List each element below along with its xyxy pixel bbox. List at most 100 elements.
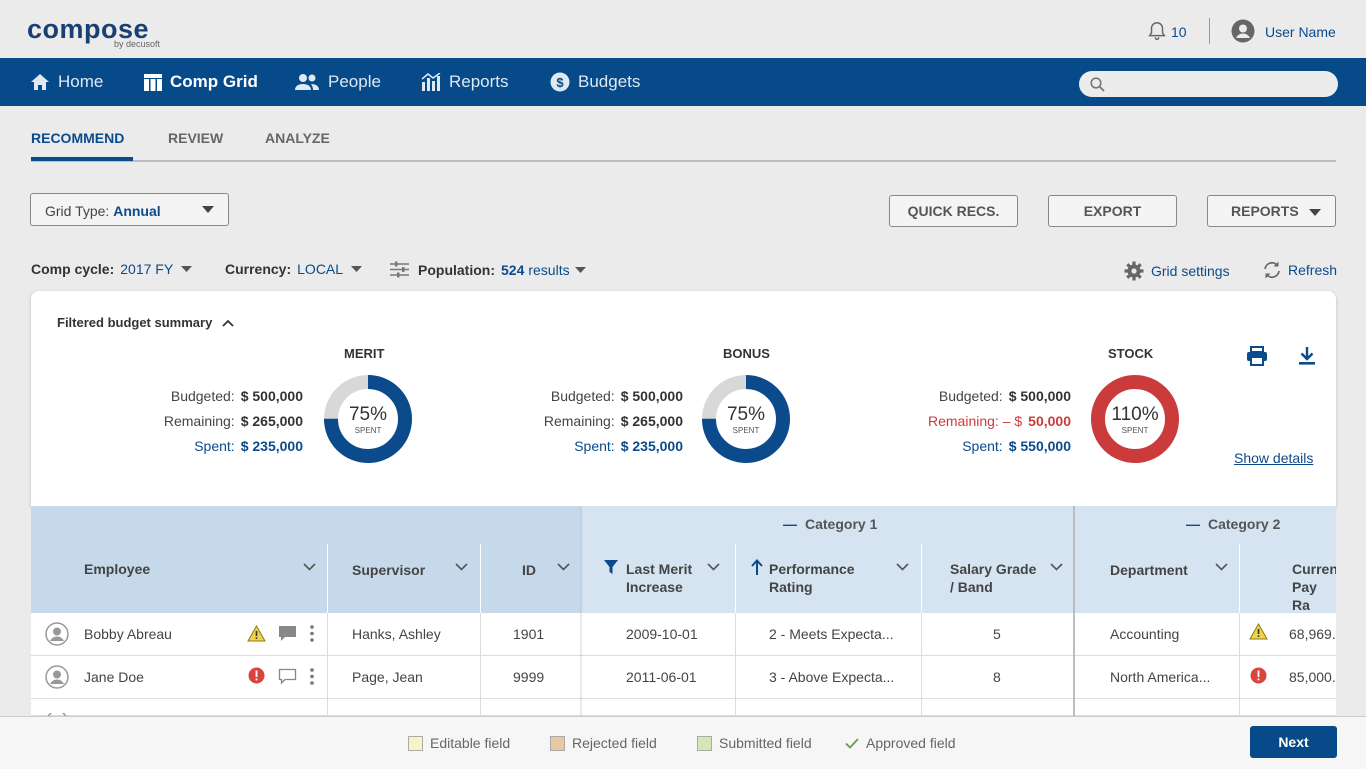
chevron-down-icon bbox=[896, 563, 909, 571]
collapse-icon: — bbox=[1186, 516, 1200, 532]
category-separator bbox=[1073, 506, 1075, 716]
nav-reports[interactable]: Reports bbox=[421, 58, 509, 106]
more-menu-icon[interactable] bbox=[310, 668, 314, 690]
nav-comp-grid[interactable]: Comp Grid bbox=[144, 58, 258, 106]
department-cell: Accounting bbox=[1110, 626, 1180, 642]
avatar-icon[interactable] bbox=[1231, 19, 1255, 48]
chevron-down-icon bbox=[1215, 563, 1228, 571]
col-performance-label-2: Rating bbox=[769, 579, 813, 595]
currency-select[interactable]: Currency: LOCAL bbox=[225, 261, 363, 277]
tab-divider bbox=[31, 160, 1336, 162]
error-icon[interactable] bbox=[1250, 667, 1267, 689]
comp-cycle-select[interactable]: Comp cycle: 2017 FY bbox=[31, 261, 193, 277]
legend-rejected-label: Rejected field bbox=[572, 735, 657, 751]
svg-text:$: $ bbox=[556, 75, 564, 90]
top-bar bbox=[0, 0, 1366, 58]
frozen-category-header bbox=[31, 506, 580, 544]
search-input[interactable] bbox=[1079, 71, 1338, 97]
bonus-spent: Spent: $ 235,000 bbox=[574, 438, 683, 454]
col-salary-grade-label-2: / Band bbox=[950, 579, 993, 595]
search-icon bbox=[1090, 77, 1105, 92]
comment-filled-icon[interactable] bbox=[278, 625, 297, 647]
table-row[interactable] bbox=[31, 613, 1336, 656]
caret-down-icon bbox=[574, 266, 586, 273]
grid-type-value: Annual bbox=[113, 203, 161, 219]
refresh-button[interactable]: Refresh bbox=[1262, 261, 1337, 279]
nav-people[interactable]: People bbox=[294, 58, 381, 106]
notification-count[interactable]: 10 bbox=[1171, 24, 1187, 40]
merit-spent: Spent: $ 235,000 bbox=[194, 438, 303, 454]
avatar-icon bbox=[45, 622, 69, 651]
tab-review[interactable]: REVIEW bbox=[168, 130, 224, 146]
col-performance[interactable]: Performance Rating bbox=[735, 544, 921, 613]
legend-rejected: Rejected field bbox=[550, 735, 657, 751]
category-1-toggle[interactable]: — Category 1 bbox=[783, 516, 877, 532]
department-cell: North America... bbox=[1110, 669, 1211, 685]
pay-cell[interactable]: 68,969. bbox=[1289, 626, 1336, 642]
column-divider bbox=[921, 613, 922, 716]
col-last-merit[interactable]: Last Merit Increase bbox=[583, 544, 735, 613]
legend-swatch bbox=[550, 735, 565, 751]
show-details-link[interactable]: Show details bbox=[1234, 450, 1314, 466]
grid-type-select[interactable]: Grid Type: Annual bbox=[30, 193, 229, 226]
export-button[interactable]: EXPORT bbox=[1048, 195, 1177, 227]
grid-settings-button[interactable]: Grid settings bbox=[1124, 261, 1230, 281]
table-row[interactable] bbox=[31, 656, 1336, 699]
col-department-label: Department bbox=[1110, 562, 1188, 578]
pay-cell[interactable]: 85,000. bbox=[1289, 669, 1336, 685]
quick-recs-button[interactable]: QUICK RECS. bbox=[889, 195, 1018, 227]
grade-cell: 8 bbox=[993, 669, 1001, 685]
population-select[interactable]: Population: 524 results bbox=[390, 261, 586, 278]
print-icon[interactable] bbox=[1246, 346, 1268, 371]
comment-icon[interactable] bbox=[278, 668, 297, 690]
more-menu-icon[interactable] bbox=[310, 625, 314, 647]
table-row[interactable] bbox=[31, 699, 1336, 716]
col-department[interactable]: Department bbox=[1075, 544, 1239, 613]
user-name[interactable]: User Name bbox=[1265, 24, 1336, 40]
download-icon[interactable] bbox=[1298, 346, 1316, 371]
col-pay-label-1: Curren bbox=[1292, 561, 1336, 577]
error-icon[interactable] bbox=[248, 667, 265, 689]
bell-icon[interactable] bbox=[1146, 20, 1168, 47]
category-2-toggle[interactable]: — Category 2 bbox=[1186, 516, 1280, 532]
nav-comp-grid-label: Comp Grid bbox=[170, 72, 258, 91]
stock-donut-arc bbox=[1091, 375, 1179, 463]
nav-home[interactable]: Home bbox=[30, 58, 103, 106]
frozen-columns-shadow bbox=[580, 506, 583, 716]
col-salary-grade[interactable]: Salary Grade / Band bbox=[921, 544, 1074, 613]
col-employee[interactable]: Employee bbox=[31, 544, 327, 613]
category-2-label: Category 2 bbox=[1208, 516, 1281, 532]
refresh-icon bbox=[1264, 261, 1280, 279]
employee-name[interactable]: Jane Doe bbox=[84, 669, 144, 685]
col-id[interactable]: ID bbox=[480, 544, 580, 613]
warning-icon[interactable] bbox=[1249, 622, 1268, 645]
active-tab-indicator bbox=[31, 157, 133, 161]
logo[interactable]: compose bbox=[27, 14, 150, 44]
col-supervisor[interactable]: Supervisor bbox=[327, 544, 480, 613]
filter-icon bbox=[604, 560, 618, 574]
tab-analyze[interactable]: ANALYZE bbox=[265, 130, 330, 146]
caret-down-icon bbox=[202, 206, 214, 213]
stock-remaining: Remaining: – $50,000 bbox=[928, 413, 1071, 429]
reports-button[interactable]: REPORTS bbox=[1207, 195, 1336, 227]
col-last-merit-label-1: Last Merit bbox=[626, 561, 693, 577]
col-current-pay-rate[interactable]: Curren Pay Ra bbox=[1239, 544, 1336, 613]
column-divider bbox=[735, 613, 736, 716]
merit-pct: 75% bbox=[348, 404, 388, 425]
dollar-icon: $ bbox=[550, 72, 570, 92]
col-supervisor-label: Supervisor bbox=[352, 562, 426, 578]
tab-recommend[interactable]: RECOMMEND bbox=[31, 130, 125, 146]
chevron-down-icon bbox=[455, 563, 468, 571]
next-button[interactable]: Next bbox=[1250, 726, 1337, 758]
merit-pct-label: SPENT bbox=[354, 426, 382, 435]
warning-icon[interactable] bbox=[247, 624, 266, 647]
legend-swatch bbox=[697, 735, 712, 751]
bonus-budgeted: Budgeted: $ 500,000 bbox=[550, 388, 683, 404]
footer-bar bbox=[0, 716, 1366, 769]
grid-type-label: Grid Type: bbox=[45, 203, 110, 219]
chevron-up-icon bbox=[222, 319, 234, 327]
budget-summary-toggle[interactable]: Filtered budget summary bbox=[57, 315, 234, 330]
last-merit-cell: 2011-06-01 bbox=[626, 669, 697, 685]
nav-budgets[interactable]: $ Budgets bbox=[550, 58, 640, 106]
employee-name[interactable]: Bobby Abreau bbox=[84, 626, 172, 642]
